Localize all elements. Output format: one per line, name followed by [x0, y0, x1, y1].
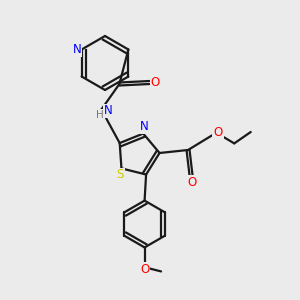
Text: O: O: [213, 126, 223, 139]
Text: N: N: [140, 120, 148, 134]
Text: N: N: [103, 104, 112, 118]
Text: S: S: [116, 169, 124, 182]
Text: H: H: [96, 110, 104, 120]
Text: N: N: [73, 43, 82, 56]
Text: O: O: [151, 76, 160, 89]
Text: O: O: [140, 263, 149, 276]
Text: O: O: [187, 176, 196, 189]
